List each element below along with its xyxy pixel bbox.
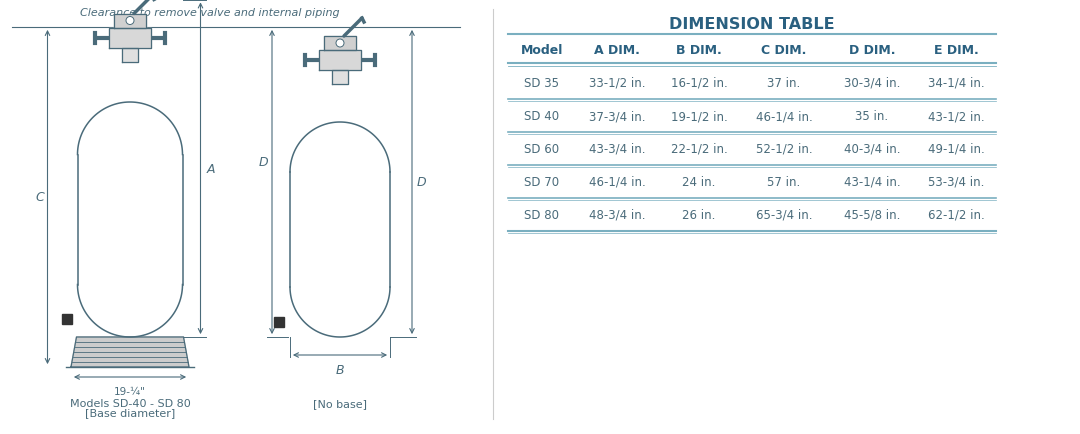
Text: 30-3/4 in.: 30-3/4 in. bbox=[843, 77, 901, 90]
Text: Models SD-40 - SD 80: Models SD-40 - SD 80 bbox=[69, 398, 190, 408]
Text: SD 70: SD 70 bbox=[525, 176, 559, 188]
Text: 19-¼": 19-¼" bbox=[114, 386, 146, 396]
Text: SD 60: SD 60 bbox=[525, 143, 559, 156]
Polygon shape bbox=[324, 37, 356, 51]
Text: 49-1/4 in.: 49-1/4 in. bbox=[928, 143, 984, 156]
Text: 46-1/4 in.: 46-1/4 in. bbox=[589, 176, 646, 188]
Text: 35 in.: 35 in. bbox=[855, 110, 889, 123]
Polygon shape bbox=[71, 337, 189, 367]
Text: 46-1/4 in.: 46-1/4 in. bbox=[756, 110, 812, 123]
Text: 24 in.: 24 in. bbox=[683, 176, 716, 188]
Polygon shape bbox=[274, 317, 284, 327]
Text: 33-1/2 in.: 33-1/2 in. bbox=[589, 77, 645, 90]
Text: DIMENSION TABLE: DIMENSION TABLE bbox=[670, 17, 835, 32]
Circle shape bbox=[126, 17, 134, 26]
Text: 37 in.: 37 in. bbox=[768, 77, 800, 90]
Text: E DIM.: E DIM. bbox=[933, 44, 978, 57]
Polygon shape bbox=[332, 71, 348, 85]
Text: 43-3/4 in.: 43-3/4 in. bbox=[589, 143, 645, 156]
Text: SD 35: SD 35 bbox=[525, 77, 559, 90]
Text: 22-1/2 in.: 22-1/2 in. bbox=[671, 143, 727, 156]
Text: 26 in.: 26 in. bbox=[683, 208, 716, 221]
Text: B: B bbox=[336, 363, 345, 376]
Text: SD 40: SD 40 bbox=[525, 110, 559, 123]
Text: 62-1/2 in.: 62-1/2 in. bbox=[928, 208, 984, 221]
Polygon shape bbox=[122, 48, 138, 62]
Polygon shape bbox=[109, 29, 151, 48]
Text: 52-1/2 in.: 52-1/2 in. bbox=[756, 143, 812, 156]
Text: A: A bbox=[206, 162, 215, 175]
Text: [No base]: [No base] bbox=[313, 398, 367, 408]
Text: 37-3/4 in.: 37-3/4 in. bbox=[589, 110, 645, 123]
Text: C: C bbox=[36, 191, 44, 204]
Text: 43-1/2 in.: 43-1/2 in. bbox=[928, 110, 984, 123]
Text: Clearance to remove valve and internal piping: Clearance to remove valve and internal p… bbox=[80, 8, 340, 18]
Text: B DIM.: B DIM. bbox=[676, 44, 721, 57]
Text: 43-1/4 in.: 43-1/4 in. bbox=[843, 176, 901, 188]
Text: D DIM.: D DIM. bbox=[849, 44, 895, 57]
Text: 65-3/4 in.: 65-3/4 in. bbox=[756, 208, 812, 221]
Text: SD 80: SD 80 bbox=[525, 208, 559, 221]
Text: D: D bbox=[258, 156, 268, 169]
Text: 45-5/8 in.: 45-5/8 in. bbox=[843, 208, 901, 221]
Text: 34-1/4 in.: 34-1/4 in. bbox=[928, 77, 984, 90]
Text: A DIM.: A DIM. bbox=[594, 44, 640, 57]
Text: D: D bbox=[416, 176, 426, 189]
Text: Model: Model bbox=[521, 44, 563, 57]
Polygon shape bbox=[114, 14, 146, 29]
Text: 19-1/2 in.: 19-1/2 in. bbox=[671, 110, 727, 123]
Text: 40-3/4 in.: 40-3/4 in. bbox=[843, 143, 901, 156]
Text: 53-3/4 in.: 53-3/4 in. bbox=[928, 176, 984, 188]
Polygon shape bbox=[62, 314, 71, 324]
Text: 48-3/4 in.: 48-3/4 in. bbox=[589, 208, 645, 221]
Text: C DIM.: C DIM. bbox=[761, 44, 807, 57]
Circle shape bbox=[336, 40, 345, 48]
Polygon shape bbox=[319, 51, 361, 71]
Text: 57 in.: 57 in. bbox=[768, 176, 800, 188]
Text: [Base diameter]: [Base diameter] bbox=[85, 407, 175, 417]
Text: 16-1/2 in.: 16-1/2 in. bbox=[671, 77, 727, 90]
